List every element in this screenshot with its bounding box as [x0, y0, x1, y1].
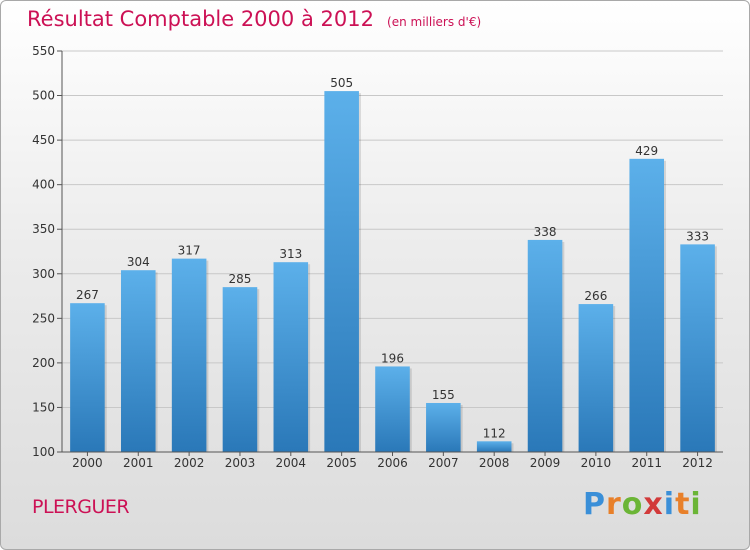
y-tick-label: 200 [32, 356, 55, 370]
data-label: 313 [279, 247, 302, 261]
x-tick-label: 2011 [631, 456, 662, 470]
chart-title: Résultat Comptable 2000 à 2012 [27, 7, 374, 31]
x-tick-label: 2000 [72, 456, 103, 470]
data-label: 338 [534, 225, 557, 239]
y-tick-label: 100 [32, 445, 55, 459]
data-label: 285 [229, 272, 252, 286]
data-label: 333 [686, 229, 709, 243]
data-label: 429 [635, 144, 658, 158]
data-label: 267 [76, 288, 99, 302]
x-tick-label: 2009 [530, 456, 561, 470]
logo-letter: i [663, 487, 676, 522]
bar [629, 158, 665, 452]
bar [527, 239, 563, 452]
bar [70, 303, 105, 452]
x-tick-label: 2010 [581, 456, 612, 470]
x-tick-label: 2005 [326, 456, 357, 470]
y-tick-label: 400 [32, 178, 55, 192]
x-tick-label: 2008 [479, 456, 510, 470]
bar [120, 270, 156, 452]
y-tick-label: 450 [32, 133, 55, 147]
data-label: 317 [178, 244, 201, 258]
data-label: 196 [381, 351, 404, 365]
logo-letter: r [606, 487, 622, 522]
data-label: 155 [432, 388, 455, 402]
commune-name: PLERGUER [32, 496, 130, 518]
y-tick-label: 350 [32, 222, 55, 236]
bar [680, 244, 715, 452]
bar [171, 258, 207, 452]
bar [324, 91, 359, 452]
bar [222, 287, 258, 452]
y-tick-label: 250 [32, 311, 55, 325]
bar [426, 402, 461, 452]
x-tick-label: 2007 [428, 456, 459, 470]
bar [476, 441, 512, 452]
y-tick-label: 550 [32, 44, 55, 58]
data-label: 505 [330, 76, 353, 90]
logo-letter: P [583, 487, 606, 522]
logo-letter: o [621, 487, 644, 522]
y-tick-label: 300 [32, 267, 55, 281]
x-tick-label: 2006 [377, 456, 408, 470]
logo-letter: i [690, 487, 702, 522]
bar [273, 262, 309, 452]
x-tick-label: 2004 [276, 456, 307, 470]
chart-title-block: Résultat Comptable 2000 à 2012 (en milli… [27, 7, 481, 31]
bar [578, 304, 614, 452]
y-tick-label: 150 [32, 400, 55, 414]
logo-letter: t [675, 487, 691, 522]
x-tick-label: 2002 [174, 456, 205, 470]
y-tick-label: 500 [32, 89, 55, 103]
data-label: 112 [483, 426, 506, 440]
chart-subtitle: (en milliers d'€) [387, 15, 482, 29]
x-tick-label: 2001 [123, 456, 154, 470]
bar [375, 366, 410, 452]
data-label: 304 [127, 255, 150, 269]
logo-letter: x [643, 487, 664, 522]
proxiti-logo: Proxiti [583, 487, 702, 522]
x-tick-label: 2012 [682, 456, 713, 470]
data-label: 266 [584, 289, 607, 303]
x-tick-label: 2003 [225, 456, 256, 470]
